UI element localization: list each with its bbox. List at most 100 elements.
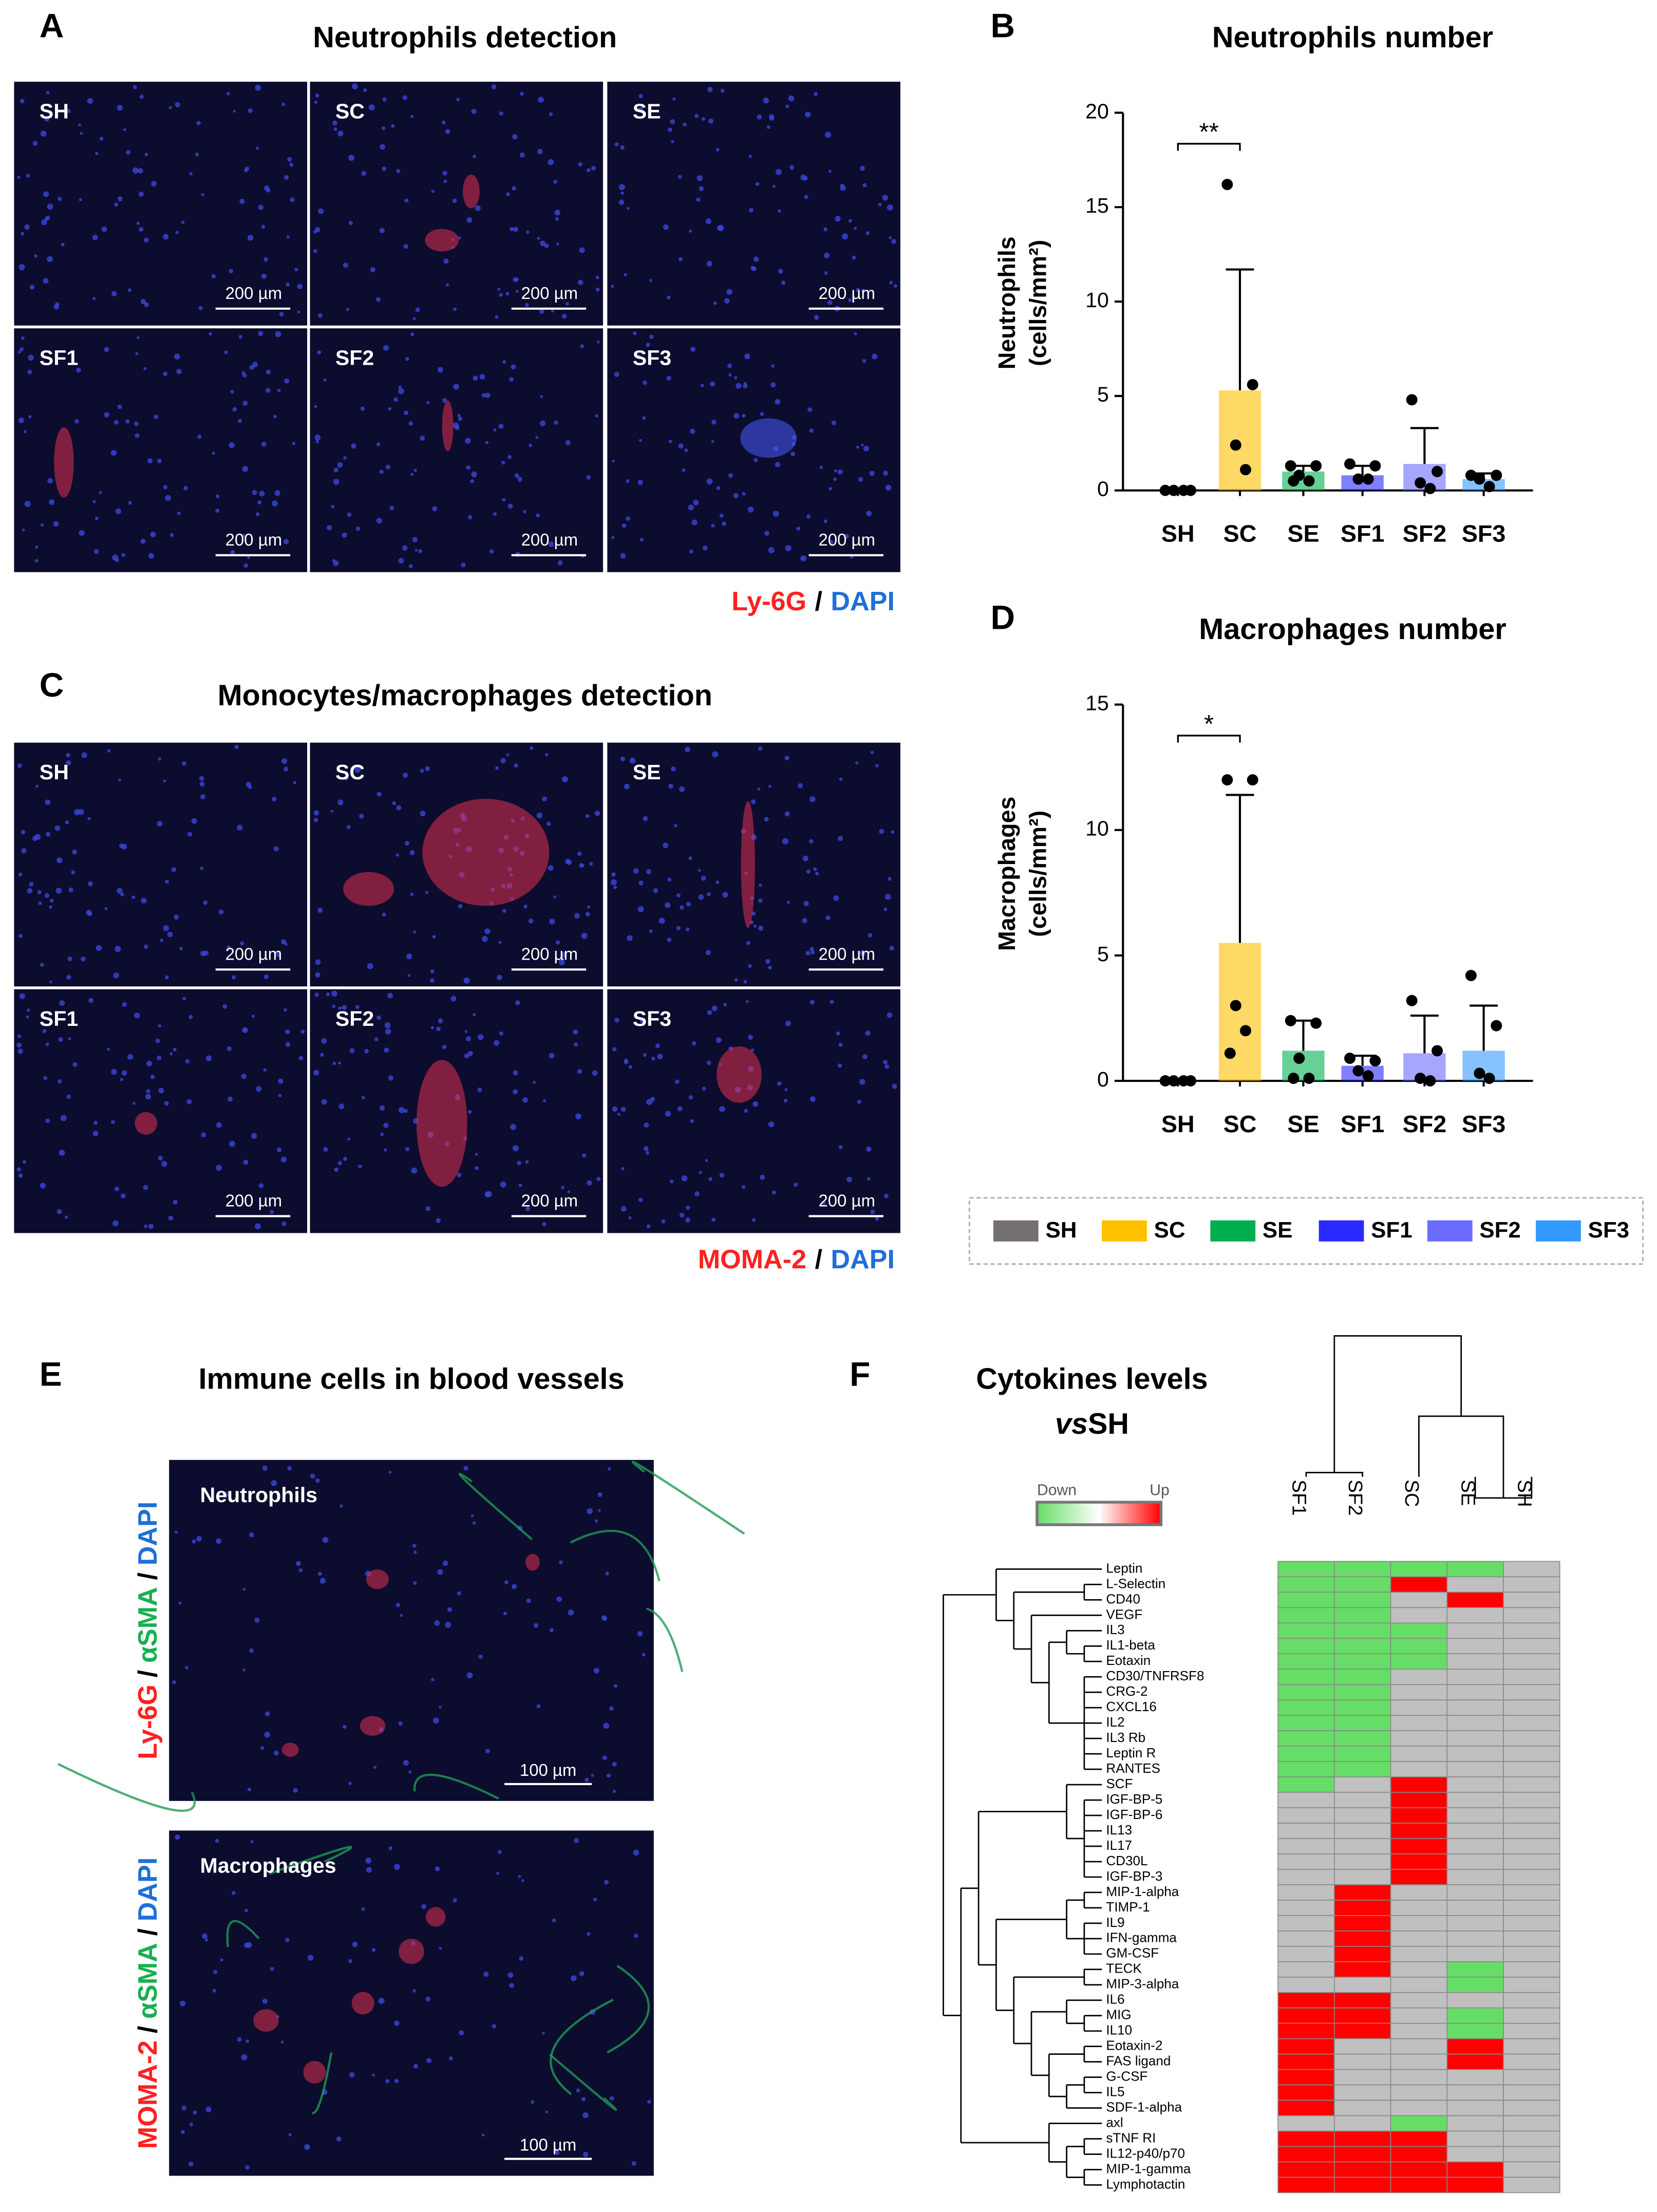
nucleus [866, 511, 872, 517]
heatmap-cell [1446, 2022, 1504, 2039]
nucleus [276, 1147, 282, 1153]
nucleus [242, 401, 248, 406]
nucleus [824, 132, 831, 138]
nucleus [87, 98, 93, 104]
row-label: MIG [1106, 2007, 1131, 2022]
nucleus [46, 90, 50, 95]
nucleus [26, 1015, 29, 1019]
nucleus [677, 1106, 683, 1112]
nucleus [859, 1079, 865, 1085]
nucleus [313, 1070, 319, 1076]
data-point [1230, 439, 1241, 451]
nucleus [404, 198, 409, 203]
nucleus [161, 1160, 167, 1167]
fiber [413, 1773, 499, 1800]
nucleus [112, 1220, 119, 1227]
nucleus [143, 367, 147, 370]
nucleus [518, 1874, 521, 1878]
nucleus [627, 935, 633, 941]
nucleus [825, 915, 831, 921]
data-point [1352, 473, 1364, 485]
nucleus [690, 1119, 694, 1123]
heatmap-cell [1277, 2084, 1335, 2101]
micrograph [607, 989, 900, 1233]
row-label: axl [1106, 2114, 1123, 2130]
scale-label: 100 µm [520, 1760, 576, 1779]
nucleus [338, 1103, 345, 1110]
data-point [1424, 1075, 1436, 1087]
data-point [1406, 995, 1418, 1006]
subtitle-part: vs [1055, 1408, 1088, 1440]
nucleus [597, 1492, 602, 1497]
heatmap-cell [1333, 1961, 1391, 1978]
nucleus [49, 905, 52, 909]
nucleus [40, 130, 47, 137]
nucleus [621, 1167, 625, 1171]
nucleus [60, 1115, 67, 1121]
nucleus [20, 99, 25, 104]
heatmap-cell [1333, 1576, 1391, 1593]
nucleus [457, 414, 461, 417]
nucleus [466, 1672, 473, 1679]
fiber [550, 1998, 614, 2095]
heatmap-cell [1333, 1930, 1391, 1947]
heatmap-cell [1390, 2084, 1448, 2101]
nucleus [413, 1581, 417, 1585]
nucleus [768, 965, 772, 970]
nucleus [618, 184, 625, 191]
nucleus [742, 492, 746, 496]
nucleus [688, 504, 694, 511]
nucleus [498, 941, 502, 944]
scale-label: 200 µm [521, 284, 578, 303]
nucleus [724, 298, 730, 304]
nucleus [288, 2133, 292, 2136]
nucleus [215, 1839, 219, 1843]
stain-blob [741, 801, 755, 928]
bar [1218, 943, 1261, 1081]
nucleus [294, 268, 298, 272]
nucleus [499, 1031, 503, 1036]
nucleus [699, 186, 704, 192]
nucleus [643, 1146, 649, 1151]
nucleus [426, 2058, 432, 2064]
fiber [549, 2053, 617, 2111]
x-tick-label: SF3 [1462, 1111, 1506, 1137]
nucleus [127, 288, 131, 292]
nucleus [775, 462, 781, 467]
nucleus [802, 917, 807, 924]
nucleus [157, 821, 163, 827]
heatmap-cell [1333, 1591, 1391, 1608]
nucleus [857, 1099, 861, 1104]
nucleus [706, 478, 713, 485]
nucleus [32, 835, 38, 841]
nucleus [137, 336, 140, 340]
nucleus [38, 901, 42, 905]
y-tick-label: 0 [1097, 1067, 1109, 1091]
data-point [1432, 1045, 1443, 1057]
nucleus [611, 536, 615, 539]
nucleus [637, 906, 644, 912]
nucleus [831, 420, 837, 425]
nucleus [284, 378, 290, 384]
nucleus [595, 414, 598, 418]
nucleus [744, 1109, 748, 1113]
heatmap-cell [1277, 1992, 1335, 2009]
nucleus [117, 404, 122, 409]
nucleus [410, 115, 414, 118]
nucleus [251, 1133, 257, 1139]
legend-label: SF2 [1479, 1217, 1520, 1243]
nucleus [805, 111, 811, 118]
nucleus [114, 420, 119, 425]
nucleus [458, 236, 461, 239]
nucleus [410, 473, 414, 476]
nucleus [848, 219, 852, 223]
nucleus [293, 1788, 298, 1793]
heatmap-cell [1390, 2146, 1448, 2163]
nucleus [540, 240, 546, 247]
heatmap-cell [1390, 1823, 1448, 1839]
nucleus [647, 2099, 651, 2104]
nucleus [285, 1042, 291, 1047]
nucleus [512, 186, 517, 191]
nucleus [868, 933, 873, 938]
